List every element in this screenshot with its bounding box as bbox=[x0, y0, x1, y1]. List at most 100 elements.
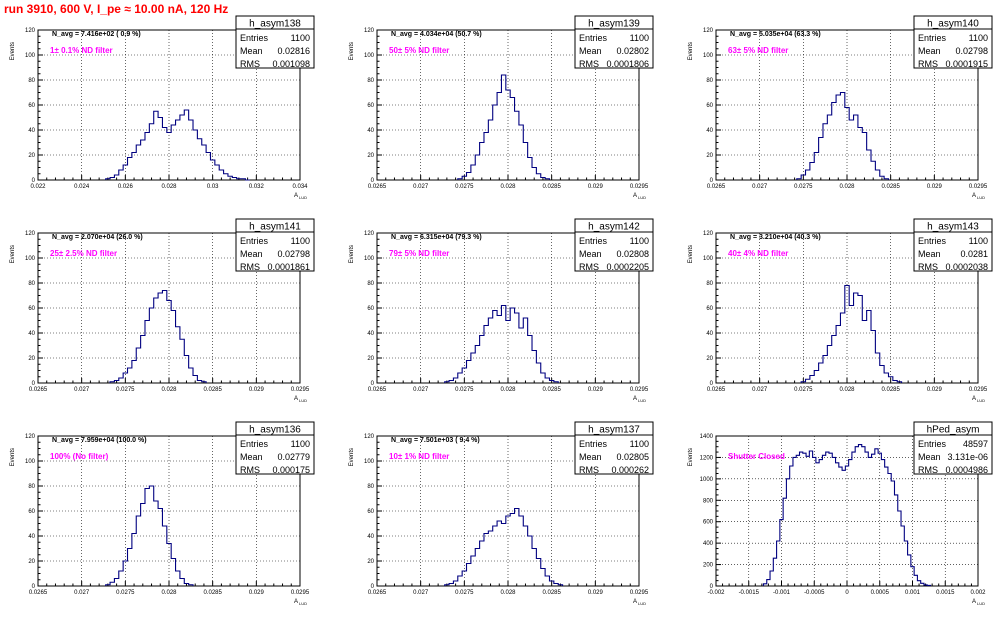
stats-value-rms: 0.0004986 bbox=[945, 465, 988, 475]
x-tick-label: 0.0265 bbox=[368, 590, 387, 596]
stats-value-rms: 0.0001861 bbox=[267, 262, 310, 272]
y-axis-label: Events bbox=[349, 448, 355, 466]
y-tick-label: 60 bbox=[706, 103, 713, 109]
x-tick-label: 0.027 bbox=[74, 590, 90, 596]
stats-value-entries: 1100 bbox=[969, 236, 988, 246]
y-tick-label: 120 bbox=[703, 231, 714, 237]
stats-box-title: h_asym139 bbox=[588, 19, 640, 30]
x-axis-label-subscript: LUD bbox=[638, 398, 646, 403]
stats-label-entries: Entries bbox=[918, 439, 947, 449]
x-tick-label: 0.0275 bbox=[116, 590, 135, 596]
y-tick-label: 80 bbox=[28, 281, 35, 287]
stats-box-title: h_asym137 bbox=[588, 425, 640, 436]
stats-value-entries: 1100 bbox=[630, 439, 649, 449]
histogram-line-h_asym142 bbox=[444, 304, 559, 383]
y-axis-label: Events bbox=[688, 245, 694, 263]
filter-label: 1± 0.1% ND filter bbox=[50, 46, 113, 55]
stats-value-mean: 0.02798 bbox=[955, 46, 988, 56]
x-tick-label: 0.026 bbox=[118, 184, 134, 190]
stats-box bbox=[235, 218, 315, 272]
x-tick-label: 0.028 bbox=[500, 387, 516, 393]
x-axis-label-subscript: LUD bbox=[977, 398, 985, 403]
x-tick-label: 0 bbox=[845, 590, 849, 596]
stats-box bbox=[574, 15, 654, 69]
stats-box-title: hPed_asym bbox=[927, 425, 980, 436]
y-tick-label: 60 bbox=[706, 306, 713, 312]
x-tick-label: -0.002 bbox=[707, 590, 725, 596]
stats-label-mean: Mean bbox=[240, 452, 263, 462]
x-tick-label: 0.0285 bbox=[542, 184, 561, 190]
y-tick-label: 60 bbox=[367, 103, 374, 109]
x-axis-label: A bbox=[633, 396, 637, 402]
x-tick-label: 0.002 bbox=[970, 590, 986, 596]
x-axis-label: A bbox=[972, 599, 976, 605]
histogram-panel-h_asym136: 0.0265 0.027 0.0275 0.028 0.0285 0.029 0.0295 0… bbox=[10, 421, 315, 606]
x-axis-label-subscript: LUD bbox=[299, 601, 307, 606]
histogram-panel-h_asym143: 0.0265 0.027 0.0275 0.028 0.0285 0.029 0.0295 0… bbox=[688, 218, 993, 403]
x-tick-label: 0.024 bbox=[74, 184, 90, 190]
y-tick-label: 120 bbox=[703, 28, 714, 34]
stats-box-title: h_asym141 bbox=[249, 222, 301, 233]
y-tick-label: 120 bbox=[25, 231, 36, 237]
x-tick-label: 0.027 bbox=[752, 184, 768, 190]
stats-label-entries: Entries bbox=[918, 33, 947, 43]
stats-label-mean: Mean bbox=[240, 249, 263, 259]
y-tick-label: 120 bbox=[364, 231, 375, 237]
stats-value-mean: 0.02816 bbox=[277, 46, 310, 56]
x-tick-label: -0.0015 bbox=[739, 590, 760, 596]
y-tick-label: 20 bbox=[28, 356, 35, 362]
filter-label: 10± 1% ND filter bbox=[389, 452, 449, 461]
stats-box bbox=[235, 421, 315, 475]
x-axis-label-subscript: LUD bbox=[977, 195, 985, 200]
x-tick-label: 0.027 bbox=[74, 387, 90, 393]
y-tick-label: 20 bbox=[367, 356, 374, 362]
y-tick-label: 600 bbox=[703, 520, 714, 526]
stats-box-title: h_asym143 bbox=[927, 222, 979, 233]
stats-label-mean: Mean bbox=[579, 249, 602, 259]
x-tick-label: 0.028 bbox=[839, 184, 855, 190]
y-tick-label: 40 bbox=[28, 534, 35, 540]
y-tick-label: 60 bbox=[367, 509, 374, 515]
histogram-panel-h_asym141: 0.0265 0.027 0.0275 0.028 0.0285 0.029 0.0295 0… bbox=[10, 218, 315, 403]
x-tick-label: 0.0275 bbox=[116, 387, 135, 393]
histogram-panel-hPed_asym: -0.002 -0.0015 -0.001 -0.0005 0 0.0005 0.001 0.… bbox=[688, 421, 993, 606]
y-tick-label: 100 bbox=[703, 256, 714, 262]
stats-value-mean: 0.02798 bbox=[277, 249, 310, 259]
y-tick-label: 60 bbox=[367, 306, 374, 312]
y-tick-label: 100 bbox=[364, 256, 375, 262]
stats-value-entries: 1100 bbox=[969, 33, 988, 43]
filter-label: 79± 5% ND filter bbox=[389, 249, 449, 258]
stats-label-mean: Mean bbox=[918, 46, 941, 56]
stats-box-title: h_asym142 bbox=[588, 222, 640, 233]
y-tick-label: 20 bbox=[367, 153, 374, 159]
y-tick-label: 40 bbox=[706, 128, 713, 134]
x-tick-label: 0.029 bbox=[588, 184, 604, 190]
x-tick-label: 0.029 bbox=[249, 590, 265, 596]
stats-label-rms: RMS bbox=[240, 465, 260, 475]
stats-value-rms: 0.000262 bbox=[611, 465, 649, 475]
y-tick-label: 40 bbox=[28, 128, 35, 134]
y-tick-label: 60 bbox=[28, 509, 35, 515]
x-tick-label: 0.028 bbox=[839, 387, 855, 393]
x-axis-label-subscript: LUD bbox=[299, 195, 307, 200]
y-axis-label: Events bbox=[349, 42, 355, 60]
y-tick-label: 80 bbox=[706, 281, 713, 287]
x-tick-label: 0.0295 bbox=[630, 387, 649, 393]
y-tick-label: 1000 bbox=[700, 477, 714, 483]
stats-value-rms: 0.0002205 bbox=[606, 262, 649, 272]
stats-box-title: h_asym138 bbox=[249, 19, 301, 30]
stats-box bbox=[574, 421, 654, 475]
x-tick-label: 0.029 bbox=[249, 387, 265, 393]
stats-box bbox=[574, 218, 654, 272]
stats-box bbox=[235, 15, 315, 69]
y-tick-label: 100 bbox=[703, 53, 714, 59]
stats-label-entries: Entries bbox=[579, 33, 608, 43]
histogram-panel-h_asym137: 0.0265 0.027 0.0275 0.028 0.0285 0.029 0.0295 0… bbox=[349, 421, 654, 606]
stats-value-entries: 48597 bbox=[963, 439, 988, 449]
stats-value-entries: 1100 bbox=[630, 33, 649, 43]
x-tick-label: 0.03 bbox=[207, 184, 219, 190]
x-axis-label: A bbox=[294, 396, 298, 402]
x-tick-label: 0.0295 bbox=[969, 184, 988, 190]
x-tick-label: 0.0285 bbox=[881, 387, 900, 393]
histogram-line-h_asym140 bbox=[796, 91, 890, 180]
